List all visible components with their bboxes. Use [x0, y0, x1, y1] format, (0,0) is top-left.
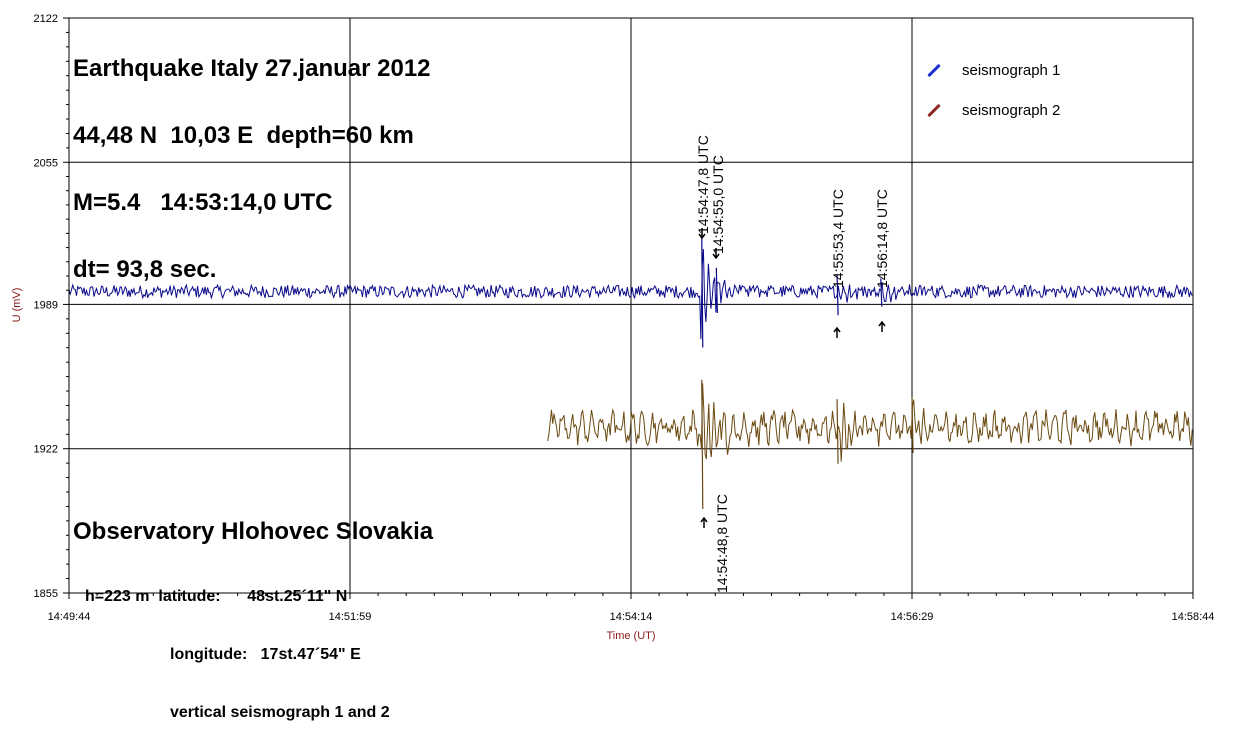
y-tick-label: 1989 — [34, 299, 58, 311]
annotation-label: 14:56:14,8 UTC — [874, 189, 890, 288]
y-tick-label: 1922 — [34, 444, 58, 456]
legend-label-seismograph-1: seismograph 1 — [962, 62, 1061, 79]
series-line-1 — [68, 249, 1194, 340]
x-tick-label: 14:56:29 — [891, 611, 934, 623]
y-tick-label: 2122 — [34, 13, 58, 25]
arrow-head — [700, 516, 708, 523]
tick-labels: 14:49:44 14:51:59 14:54:14 14:56:29 14:58:44… — [34, 13, 1215, 623]
x-tick-label: 14:58:44 — [1172, 611, 1215, 623]
annotation-label: 14:55:53,4 UTC — [830, 189, 846, 288]
x-tick-label: 14:49:44 — [48, 611, 91, 623]
observatory-info: Observatory Hlohovec Slovakia h=223 m la… — [73, 482, 433, 742]
legend-label-seismograph-2: seismograph 2 — [962, 102, 1061, 119]
arrow-head — [878, 320, 886, 327]
y-tick-label: 2055 — [34, 157, 58, 169]
y-tick-label: 1855 — [34, 588, 58, 600]
arrow-up-icon — [878, 320, 886, 332]
event-spike — [880, 278, 883, 307]
seismogram-chart: 14:54:47,8 UTC 14:54:55,0 UTC 14:55:53,4 U… — [11, 13, 1215, 642]
info-line-2: 44,48 N 10,03 E depth=60 km — [73, 122, 414, 149]
annotation-layer: 14:54:47,8 UTC 14:54:55,0 UTC 14:55:53,4 U… — [695, 135, 890, 593]
legend-item-seismograph-2: seismograph 2 — [926, 102, 1060, 119]
annotation-label: 14:54:47,8 UTC — [695, 135, 711, 234]
x-tick-label: 14:54:14 — [610, 611, 653, 623]
observatory-line-1: h=223 m latitude: 48st.25´11" N — [85, 588, 348, 605]
arrow-down-icon — [712, 248, 720, 260]
event-spike — [836, 399, 839, 464]
earthquake-info: Earthquake Italy 27.januar 2012 44,48 N … — [73, 17, 431, 303]
legend-item-seismograph-1: seismograph 1 — [926, 62, 1060, 79]
y-axis-title: U (mV) — [11, 288, 23, 323]
arrow-up-icon — [700, 516, 708, 528]
observatory-title: Observatory Hlohovec Slovakia — [73, 518, 434, 545]
event-spike — [836, 274, 839, 316]
observatory-line-3: vertical seismograph 1 and 2 — [170, 704, 390, 721]
info-line-4: dt= 93,8 sec. — [73, 256, 217, 283]
event-spike — [715, 267, 718, 314]
legend-swatch-seismograph-1 — [927, 63, 941, 78]
arrow-head — [833, 326, 841, 333]
event-spike — [911, 397, 914, 454]
plot-frame — [68, 17, 1194, 594]
series-line-2 — [547, 383, 1193, 462]
info-line-3: M=5.4 14:53:14,0 UTC — [73, 189, 333, 216]
arrow-head — [712, 253, 720, 260]
annotation-label: 14:54:48,8 UTC — [714, 494, 730, 593]
x-axis-title: Time (UT) — [606, 630, 655, 642]
x-tick-label: 14:51:59 — [329, 611, 372, 623]
event-spike — [701, 379, 704, 510]
series-layer — [68, 235, 1194, 510]
grid-lines — [63, 17, 1194, 599]
observatory-line-2: longitude: 17st.47´54" E — [170, 646, 361, 663]
legend-swatch-seismograph-2 — [927, 103, 941, 118]
arrow-head — [698, 233, 706, 240]
event-spike — [701, 235, 704, 348]
info-line-1: Earthquake Italy 27.januar 2012 — [73, 55, 431, 82]
annotation-label: 14:54:55,0 UTC — [710, 155, 726, 254]
arrow-up-icon — [833, 326, 841, 338]
arrow-down-icon — [698, 228, 706, 240]
